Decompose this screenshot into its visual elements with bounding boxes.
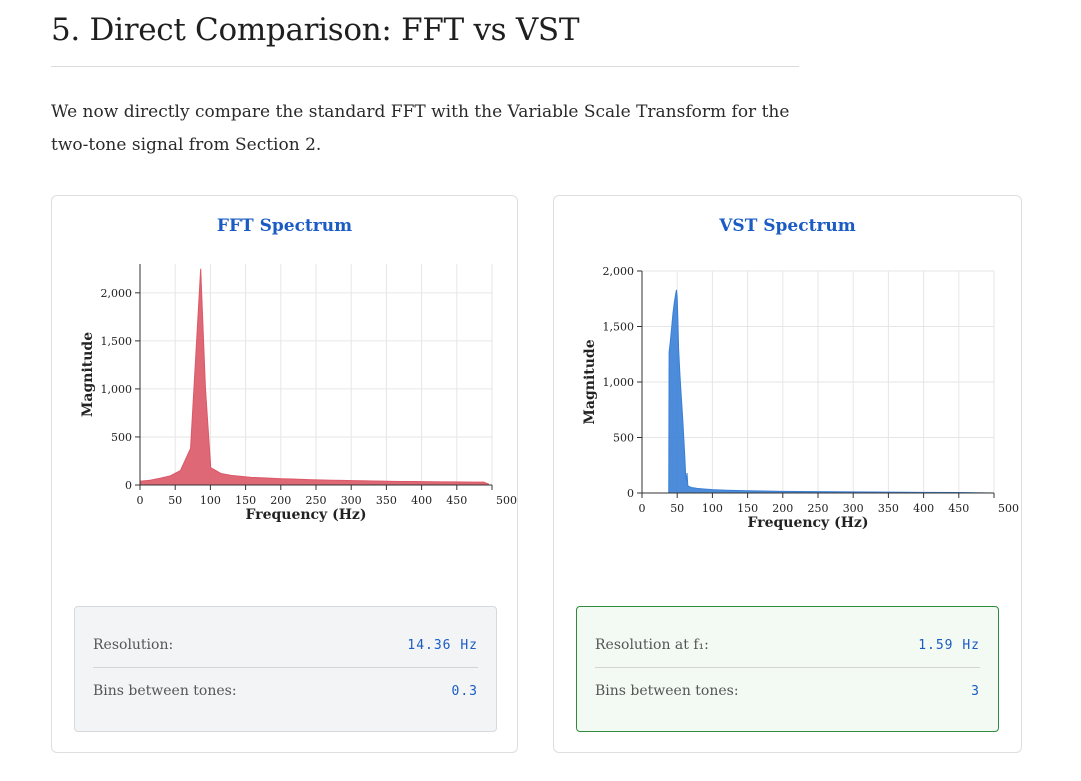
fft-chart-title: FFT Spectrum — [216, 216, 353, 236]
fft-x-tick-label: 100 — [200, 494, 221, 507]
fft-y-axis-label: Magnitude — [80, 332, 96, 417]
vst-x-tick-label: 400 — [913, 502, 934, 515]
fft-y-tick-label: 500 — [111, 431, 132, 444]
vst-bins-row: Bins between tones: 3 — [595, 669, 980, 713]
fft-x-tick-label: 50 — [168, 494, 182, 507]
vst-grid — [641, 270, 995, 494]
vst-resolution-label: Resolution at f₁: — [595, 637, 709, 653]
vst-x-tick-label: 250 — [808, 502, 829, 515]
fft-bins-row: Bins between tones: 0.3 — [93, 669, 478, 713]
fft-chart: 0 50 100 150 200 250 300 350 400 450 500 0 500 1,000 1… — [80, 264, 517, 523]
vst-y-axis-label: Magnitude — [582, 339, 598, 424]
fft-x-tick-label: 400 — [411, 494, 432, 507]
fft-resolution-row: Resolution: 14.36 Hz — [93, 623, 478, 668]
vst-y-tick-label: 1,000 — [603, 376, 635, 389]
vst-resolution-row: Resolution at f₁: 1.59 Hz — [595, 623, 980, 668]
vst-chart-title: VST Spectrum — [719, 216, 856, 236]
vst-chart: 0 50 100 150 200 250 300 350 400 450 500 0 500 1,000 1… — [582, 265, 1019, 531]
vst-area-series — [668, 289, 995, 494]
intro-paragraph: We now directly compare the standard FFT… — [51, 102, 790, 155]
vst-x-tick-label: 450 — [948, 502, 969, 515]
fft-x-tick-label: 450 — [446, 494, 467, 507]
fft-y-tick-label: 1,500 — [101, 335, 133, 348]
vst-x-tick-label: 150 — [737, 502, 758, 515]
fft-x-tick-label: 200 — [270, 494, 291, 507]
vst-x-tick-label: 300 — [843, 502, 864, 515]
vst-x-tick-label: 50 — [670, 502, 684, 515]
fft-x-tick-label: 500 — [496, 494, 517, 507]
vst-panel: VST Spectrum 0 50 100 150 200 250 300 350 400 450… — [553, 195, 1022, 753]
vst-metrics-box: Resolution at f₁: 1.59 Hz Bins between t… — [576, 606, 999, 732]
fft-x-tick-label: 150 — [235, 494, 256, 507]
fft-bins-label: Bins between tones: — [93, 683, 237, 699]
section-title: 5. Direct Comparison: FFT vs VST — [51, 12, 580, 48]
fft-x-tick-label: 250 — [306, 494, 327, 507]
vst-y-tick-label: 1,500 — [603, 321, 635, 334]
fft-y-tick-label: 1,000 — [101, 383, 133, 396]
fft-x-tick-label: 350 — [376, 494, 397, 507]
fft-x-axis-label: Frequency (Hz) — [246, 507, 367, 523]
fft-metrics-box: Resolution: 14.36 Hz Bins between tones:… — [74, 606, 497, 732]
vst-x-axis-label: Frequency (Hz) — [748, 515, 869, 531]
vst-y-tick-label: 500 — [613, 432, 634, 445]
vst-x-tick-label: 100 — [702, 502, 723, 515]
fft-area-series — [139, 268, 489, 486]
fft-panel: FFT Spectrum 0 50 100 150 200 250 300 350 400 450… — [51, 195, 518, 753]
vst-resolution-value: 1.59 Hz — [918, 637, 980, 653]
vst-x-tick-label: 500 — [998, 502, 1019, 515]
fft-x-tick-label: 0 — [137, 494, 144, 507]
vst-y-tick-label: 2,000 — [603, 265, 635, 278]
fft-resolution-label: Resolution: — [93, 637, 174, 653]
title-divider — [51, 66, 799, 67]
vst-x-tick-label: 350 — [878, 502, 899, 515]
vst-bins-label: Bins between tones: — [595, 683, 739, 699]
fft-x-tick-label: 300 — [341, 494, 362, 507]
fft-resolution-value: 14.36 Hz — [407, 637, 478, 653]
fft-y-tick-label: 2,000 — [101, 287, 133, 300]
vst-y-tick-label: 0 — [627, 487, 634, 500]
vst-x-tick-label: 0 — [639, 502, 646, 515]
fft-bins-value: 0.3 — [451, 683, 478, 699]
vst-bins-value: 3 — [971, 683, 980, 699]
fft-y-tick-label: 0 — [125, 479, 132, 492]
vst-x-tick-label: 200 — [772, 502, 793, 515]
